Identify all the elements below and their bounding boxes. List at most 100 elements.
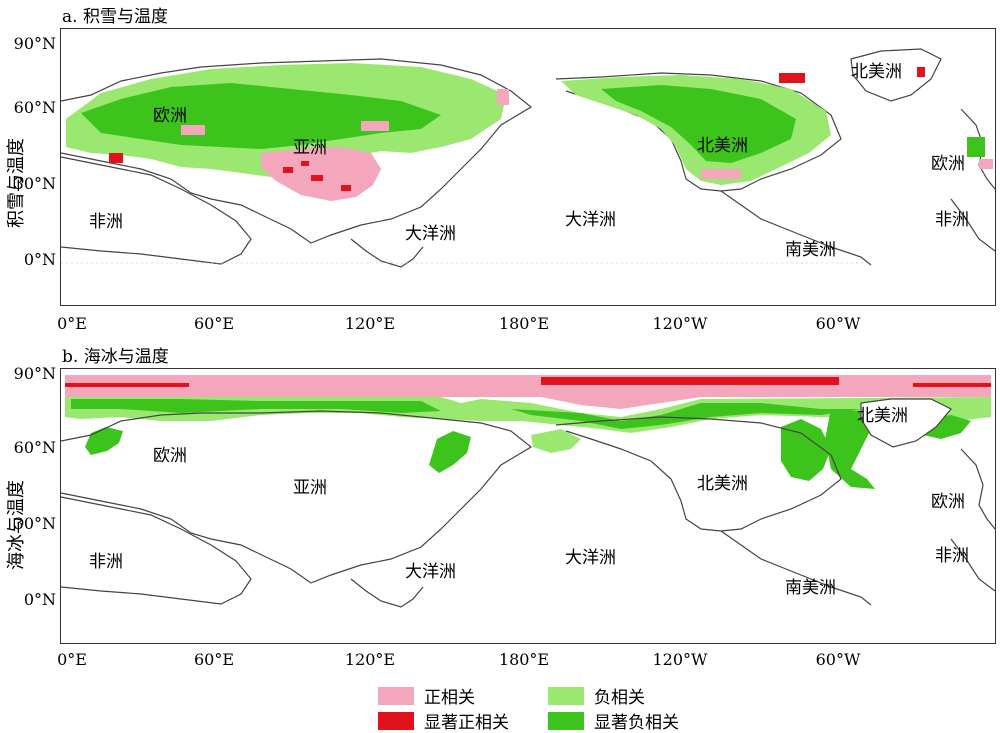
field-mideast-sig-positive bbox=[109, 153, 123, 163]
continent-label-africa-b2: 非洲 bbox=[935, 546, 969, 566]
field-na-sig-positive bbox=[779, 73, 805, 83]
lat-label-30n-b: 30°N bbox=[13, 514, 56, 533]
lon-label-60e-a: 60°E bbox=[193, 314, 235, 333]
field-casia-positive-1 bbox=[181, 125, 205, 135]
map-frame-a: 欧洲 亚洲 非洲 大洋洲 大洋洲 北美洲 北美洲 欧洲 非洲 南美洲 bbox=[60, 28, 996, 306]
lon-label-60e-b: 60°E bbox=[193, 650, 235, 669]
legend-label-negative: 负相关 bbox=[594, 688, 645, 708]
field-arctic-sig-positive-east bbox=[913, 383, 991, 387]
field-tibet-sig-positive-3 bbox=[341, 185, 351, 191]
coast-north-america-b bbox=[555, 416, 842, 532]
continent-label-africa-a: 非洲 bbox=[89, 212, 123, 232]
legend-item-positive: 正相关 bbox=[378, 683, 475, 708]
lon-label-60w-a: 60°W bbox=[815, 314, 861, 333]
field-europe-right-sig-negative bbox=[967, 137, 985, 157]
coast-greenland-a bbox=[850, 48, 942, 102]
field-kamchatka-positive bbox=[497, 89, 509, 105]
coast-africa-a bbox=[61, 156, 252, 265]
field-na-sig-negative bbox=[601, 85, 796, 163]
continent-label-north-america-b2: 北美洲 bbox=[857, 406, 908, 426]
lat-label-60n: 60°N bbox=[13, 98, 56, 117]
legend-label-sig-negative: 显著负相关 bbox=[594, 713, 679, 733]
legend-swatch-positive bbox=[378, 686, 414, 705]
continent-label-asia-a: 亚洲 bbox=[293, 138, 327, 158]
field-greenland-sig-positive bbox=[917, 67, 925, 77]
continent-label-oceania-b1: 大洋洲 bbox=[405, 562, 456, 582]
field-europe-right-positive bbox=[979, 159, 993, 169]
field-tibet-sig-positive-2 bbox=[311, 175, 323, 181]
continent-label-asia-b: 亚洲 bbox=[293, 478, 327, 498]
lon-label-120w-b: 120°W bbox=[652, 650, 708, 669]
field-arctic-sig-positive-west bbox=[65, 383, 189, 387]
coast-europe-right-b bbox=[960, 448, 995, 530]
continent-label-north-america-a1: 北美洲 bbox=[697, 136, 748, 156]
lon-label-180e-a: 180°E bbox=[498, 314, 550, 333]
coast-greenland-b bbox=[860, 398, 952, 448]
continent-label-north-america-a2: 北美洲 bbox=[851, 62, 902, 82]
map-frame-b: 欧洲 亚洲 非洲 大洋洲 大洋洲 北美洲 北美洲 欧洲 非洲 南美洲 bbox=[60, 368, 996, 644]
lon-label-120w-a: 120°W bbox=[652, 314, 708, 333]
legend-swatch-negative bbox=[548, 686, 584, 705]
field-arctic-positive bbox=[65, 375, 991, 397]
continent-label-south-america-b: 南美洲 bbox=[785, 578, 836, 598]
legend-label-positive: 正相关 bbox=[424, 688, 475, 708]
legend-swatch-sig-negative bbox=[548, 711, 584, 730]
lon-label-60w-b: 60°W bbox=[815, 650, 861, 669]
field-labrador-sig-negative bbox=[825, 409, 875, 489]
field-baltic-sig-negative bbox=[85, 427, 123, 455]
legend-item-sig-negative: 显著负相关 bbox=[548, 708, 679, 733]
lon-label-180e-b: 180°E bbox=[498, 650, 550, 669]
coast-eurasia-b bbox=[61, 410, 533, 584]
continent-label-oceania-b2: 大洋洲 bbox=[565, 548, 616, 568]
coast-africa-b bbox=[61, 496, 252, 605]
lon-label-120e-a: 120°E bbox=[344, 314, 396, 333]
coast-africa-right-b bbox=[950, 538, 995, 592]
legend-label-sig-positive: 显著正相关 bbox=[424, 713, 509, 733]
panel-a-title: a. 积雪与温度 bbox=[62, 7, 168, 27]
lat-label-90n-b: 90°N bbox=[13, 364, 56, 383]
continent-label-oceania-a1: 大洋洲 bbox=[405, 224, 456, 244]
field-hudson-sig-negative bbox=[781, 419, 831, 481]
field-arctic-sig-negative-east bbox=[511, 403, 861, 429]
field-na-positive bbox=[701, 169, 741, 179]
lon-label-0e-a: 0°E bbox=[57, 314, 87, 333]
coast-seasia-a bbox=[350, 238, 424, 268]
field-eurasia-sig-negative bbox=[81, 83, 441, 149]
coast-south-america-b bbox=[720, 530, 872, 606]
legend-swatch-sig-positive bbox=[378, 711, 414, 730]
lat-label-0n-b: 0°N bbox=[23, 590, 56, 609]
continent-label-europe-b2: 欧洲 bbox=[931, 492, 965, 512]
field-tibet-sig-positive-1 bbox=[283, 167, 293, 173]
legend-item-sig-positive: 显著正相关 bbox=[378, 708, 509, 733]
field-arctic-positive-bulge bbox=[441, 397, 701, 409]
continent-label-europe-b: 欧洲 bbox=[153, 446, 187, 466]
continent-label-europe-a: 欧洲 bbox=[153, 106, 187, 126]
panel-b-title: b. 海冰与温度 bbox=[62, 347, 169, 367]
continent-label-south-america-a: 南美洲 bbox=[785, 240, 836, 260]
field-arctic-sig-positive-mid bbox=[541, 377, 839, 385]
map-a-svg bbox=[61, 48, 995, 268]
lat-label-0n: 0°N bbox=[23, 250, 56, 269]
field-bering-negative bbox=[531, 429, 581, 453]
continent-label-africa-a2: 非洲 bbox=[935, 210, 969, 230]
continent-label-africa-b: 非洲 bbox=[89, 552, 123, 572]
field-tibet-sig-positive-4 bbox=[301, 161, 309, 166]
lat-label-30n: 30°N bbox=[13, 174, 56, 193]
coast-seasia-b bbox=[350, 578, 424, 608]
lat-label-90n: 90°N bbox=[13, 34, 56, 53]
lat-label-60n-b: 60°N bbox=[13, 438, 56, 457]
lon-label-0e-b: 0°E bbox=[57, 650, 87, 669]
lon-label-120e-b: 120°E bbox=[344, 650, 396, 669]
continent-label-north-america-b1: 北美洲 bbox=[697, 474, 748, 494]
legend-item-negative: 负相关 bbox=[548, 683, 645, 708]
legend: 正相关 显著正相关 负相关 显著负相关 bbox=[378, 683, 708, 733]
field-casia-positive-2 bbox=[361, 121, 389, 131]
coast-south-america-a bbox=[720, 190, 872, 266]
coast-eurasia-a bbox=[61, 58, 533, 244]
field-arctic-sig-negative-west bbox=[71, 399, 441, 413]
coast-africa-right-a bbox=[950, 198, 995, 252]
continent-label-europe-a2: 欧洲 bbox=[931, 154, 965, 174]
continent-label-oceania-a2: 大洋洲 bbox=[565, 210, 616, 230]
field-okhotsk-sig-negative bbox=[429, 431, 471, 473]
map-b-svg bbox=[61, 375, 995, 608]
